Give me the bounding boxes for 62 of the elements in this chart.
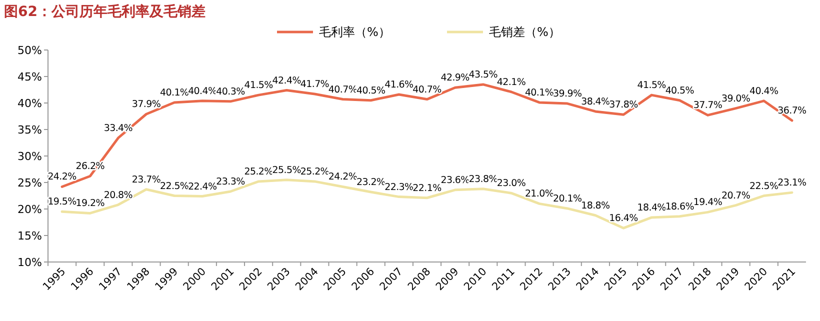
y-tick-label: 40% [18, 97, 42, 110]
data-label: 19.2% [76, 198, 105, 210]
data-label: 18.4% [637, 202, 666, 214]
data-label: 22.5% [160, 180, 189, 192]
y-tick-label: 10% [18, 256, 42, 269]
data-label: 41.6% [384, 80, 414, 91]
data-label: 40.1% [160, 87, 189, 98]
data-label: 20.1% [553, 193, 582, 204]
chart-title: 图62：公司历年毛利率及毛销差 [4, 3, 206, 20]
data-label: 42.1% [496, 76, 526, 88]
data-label: 23.3% [216, 176, 246, 188]
data-label: 18.8% [581, 200, 610, 212]
data-label: 40.4% [750, 86, 778, 97]
data-label: 23.8% [468, 174, 498, 185]
y-tick-label: 25% [18, 176, 42, 190]
data-label: 40.1% [524, 87, 554, 98]
data-label: 40.7% [412, 84, 442, 96]
data-label: 41.5% [244, 80, 274, 92]
data-label: 42.9% [440, 72, 470, 84]
data-label: 42.4% [272, 75, 302, 86]
data-label: 19.5% [48, 196, 77, 208]
y-tick-label: 50% [18, 44, 42, 57]
data-label: 40.5% [356, 85, 386, 96]
y-tick-label: 35% [18, 124, 42, 136]
data-label: 23.7% [132, 174, 161, 186]
data-label: 25.2% [300, 166, 330, 178]
y-tick-label: 20% [18, 203, 42, 216]
data-label: 38.4% [581, 96, 610, 108]
data-label: 40.4% [188, 86, 218, 97]
data-label: 25.5% [272, 164, 302, 176]
data-label: 25.2% [244, 166, 274, 178]
legend-label: 毛利率（%） [319, 25, 390, 39]
data-label: 39.9% [553, 88, 582, 100]
data-label: 39.0% [721, 93, 750, 104]
data-label: 19.4% [693, 197, 722, 208]
data-label: 37.9% [132, 99, 161, 110]
data-label: 24.2% [328, 172, 358, 183]
data-label: 16.4% [609, 213, 638, 224]
data-label: 22.5% [750, 180, 778, 192]
data-label: 23.0% [496, 178, 526, 190]
data-label: 41.7% [300, 78, 330, 90]
data-label: 20.8% [104, 190, 133, 201]
data-label: 23.6% [440, 174, 470, 186]
data-label: 22.1% [412, 182, 442, 194]
data-label: 23.1% [778, 178, 807, 189]
y-tick-label: 15% [18, 230, 42, 242]
y-tick-label: 45% [18, 70, 42, 84]
data-label: 24.2% [48, 172, 77, 183]
data-label: 43.5% [468, 69, 498, 80]
data-label: 22.4% [188, 181, 218, 192]
data-label: 40.5% [665, 85, 694, 96]
data-label: 41.5% [637, 80, 666, 92]
y-tick-label: 30% [18, 150, 42, 163]
data-label: 23.2% [356, 177, 386, 188]
data-label: 40.3% [216, 86, 246, 98]
data-label: 21.0% [524, 188, 554, 200]
data-label: 20.7% [721, 190, 750, 202]
data-label: 37.7% [693, 100, 722, 112]
data-label: 18.6% [665, 201, 694, 212]
legend-label: 毛销差（%） [489, 25, 560, 39]
data-label: 40.7% [328, 84, 358, 96]
data-label: 22.3% [384, 182, 414, 193]
